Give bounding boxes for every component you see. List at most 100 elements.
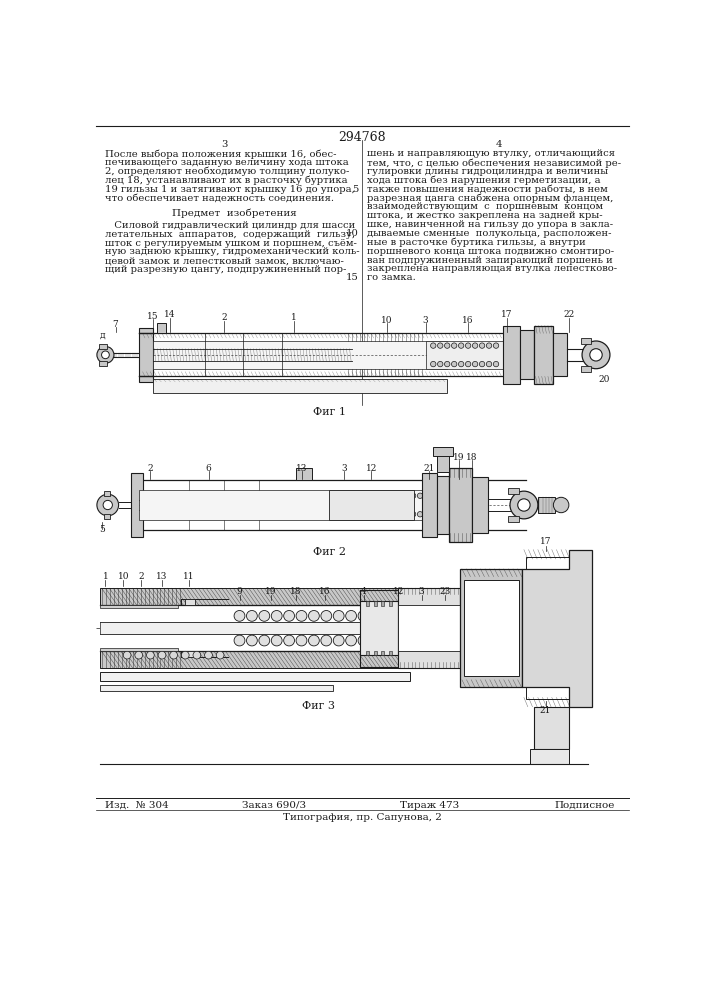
- Text: 13: 13: [156, 572, 168, 581]
- Text: 7: 7: [112, 320, 118, 329]
- Text: 16: 16: [462, 316, 474, 325]
- Text: 2, определяют необходимую толщину полуко-: 2, определяют необходимую толщину полуко…: [105, 167, 350, 176]
- Bar: [360, 601, 398, 655]
- Circle shape: [361, 512, 367, 517]
- Bar: [100, 672, 410, 681]
- Bar: [156, 323, 166, 333]
- Bar: [99, 344, 107, 349]
- Circle shape: [346, 610, 356, 621]
- Circle shape: [348, 493, 353, 498]
- Text: 16: 16: [319, 587, 330, 596]
- Circle shape: [334, 493, 339, 498]
- Circle shape: [234, 610, 245, 621]
- Text: 6: 6: [206, 464, 211, 473]
- Text: 12: 12: [392, 587, 404, 596]
- Bar: [503, 326, 520, 384]
- Bar: [580, 338, 591, 344]
- Text: 3: 3: [221, 140, 227, 149]
- Circle shape: [417, 512, 423, 517]
- Text: 5: 5: [353, 185, 359, 194]
- Text: 21: 21: [540, 706, 551, 715]
- Text: Фиг 3: Фиг 3: [301, 701, 334, 711]
- Text: 2: 2: [148, 464, 153, 473]
- Bar: [508, 488, 519, 494]
- Text: ные в расточке буртика гильзы, а внутри: ные в расточке буртика гильзы, а внутри: [368, 238, 586, 247]
- Bar: [389, 601, 392, 606]
- Circle shape: [486, 343, 492, 348]
- Text: взаимодействующим  с  поршневым  концом: взаимодействующим с поршневым концом: [368, 202, 604, 211]
- Circle shape: [452, 343, 457, 348]
- Text: поршневого конца штока подвижно смонтиро-: поршневого конца штока подвижно смонтиро…: [368, 247, 614, 256]
- Circle shape: [465, 343, 471, 348]
- Bar: [449, 468, 472, 542]
- Bar: [139, 490, 484, 520]
- Circle shape: [486, 361, 492, 367]
- Bar: [153, 341, 448, 369]
- Bar: [526, 557, 569, 699]
- Circle shape: [375, 493, 381, 498]
- Bar: [366, 651, 369, 655]
- Bar: [99, 361, 107, 366]
- Circle shape: [123, 651, 131, 659]
- Text: 11: 11: [183, 572, 195, 581]
- Circle shape: [404, 493, 409, 498]
- Text: Типография, пр. Сапунова, 2: Типография, пр. Сапунова, 2: [283, 813, 441, 822]
- Bar: [100, 648, 177, 651]
- Circle shape: [431, 361, 436, 367]
- Bar: [472, 477, 488, 533]
- Circle shape: [284, 635, 295, 646]
- Text: летательных  аппаратов,  содержащий  гильзу,: летательных аппаратов, содержащий гильзу…: [105, 230, 356, 239]
- Text: шке, навинченной на гильзу до упора в закла-: шке, навинченной на гильзу до упора в за…: [368, 220, 614, 229]
- Text: д: д: [100, 330, 105, 339]
- Bar: [100, 622, 360, 634]
- Text: 23: 23: [439, 587, 450, 596]
- Text: 1: 1: [291, 313, 297, 322]
- Bar: [366, 601, 369, 606]
- Circle shape: [382, 493, 388, 498]
- Bar: [131, 473, 143, 537]
- Circle shape: [472, 343, 478, 348]
- Circle shape: [321, 635, 332, 646]
- Text: 10: 10: [381, 316, 392, 325]
- Bar: [381, 651, 385, 655]
- Text: 13: 13: [296, 464, 307, 473]
- Circle shape: [458, 361, 464, 367]
- Text: Изд.  № 304: Изд. № 304: [105, 801, 169, 810]
- Circle shape: [390, 493, 395, 498]
- Circle shape: [271, 610, 282, 621]
- Text: шень и направляющую втулку, отличающийся: шень и направляющую втулку, отличающийся: [368, 149, 615, 158]
- Circle shape: [368, 493, 374, 498]
- Circle shape: [333, 610, 344, 621]
- Bar: [398, 588, 460, 668]
- Text: 18: 18: [466, 453, 478, 462]
- Text: 17: 17: [540, 537, 551, 546]
- Bar: [373, 601, 377, 606]
- Text: Тираж 473: Тираж 473: [399, 801, 459, 810]
- Circle shape: [355, 512, 360, 517]
- Text: Силовой гидравлический цилиндр для шасси: Силовой гидравлический цилиндр для шасси: [105, 221, 356, 230]
- Bar: [104, 491, 110, 496]
- Text: тем, что, с целью обеспечения независимой ре-: тем, что, с целью обеспечения независимо…: [368, 158, 621, 168]
- Circle shape: [368, 512, 374, 517]
- Circle shape: [216, 651, 224, 659]
- Circle shape: [410, 493, 416, 498]
- Circle shape: [170, 651, 177, 659]
- Bar: [421, 473, 437, 537]
- Circle shape: [102, 351, 110, 359]
- Text: 19: 19: [264, 587, 276, 596]
- Text: После выбора положения крышки 16, обес-: После выбора положения крышки 16, обес-: [105, 149, 337, 159]
- Text: 20: 20: [598, 375, 609, 384]
- Circle shape: [382, 512, 388, 517]
- Circle shape: [431, 343, 436, 348]
- Text: 15: 15: [147, 312, 158, 321]
- Circle shape: [135, 651, 143, 659]
- Bar: [185, 651, 194, 657]
- Circle shape: [193, 651, 201, 659]
- Text: 2: 2: [139, 572, 144, 581]
- Circle shape: [234, 635, 245, 646]
- Bar: [389, 651, 392, 655]
- Circle shape: [97, 494, 119, 516]
- Circle shape: [445, 343, 450, 348]
- Circle shape: [308, 635, 320, 646]
- Circle shape: [375, 512, 381, 517]
